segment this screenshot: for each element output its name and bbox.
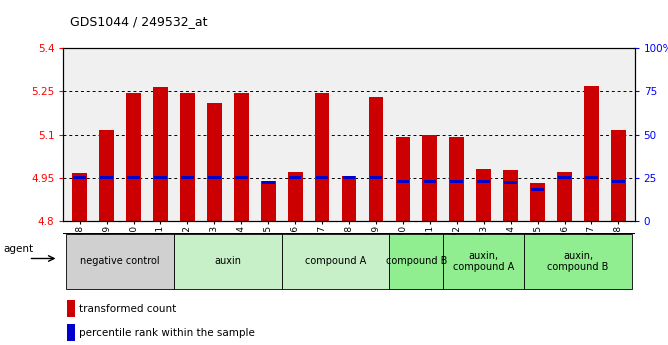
Bar bbox=[478, 180, 490, 183]
Bar bbox=[235, 176, 248, 179]
Bar bbox=[584, 86, 599, 221]
Bar bbox=[262, 181, 275, 184]
FancyBboxPatch shape bbox=[389, 234, 444, 289]
Bar bbox=[395, 137, 410, 221]
FancyBboxPatch shape bbox=[174, 234, 282, 289]
Bar bbox=[181, 176, 194, 179]
Bar bbox=[180, 93, 195, 221]
Bar bbox=[72, 173, 87, 221]
Bar bbox=[316, 176, 329, 179]
Text: negative control: negative control bbox=[80, 256, 160, 266]
Bar bbox=[424, 180, 436, 183]
Bar bbox=[450, 137, 464, 221]
Bar bbox=[234, 93, 248, 221]
Bar bbox=[476, 169, 491, 221]
Bar bbox=[315, 93, 329, 221]
Text: auxin,
compound A: auxin, compound A bbox=[453, 250, 514, 272]
Bar bbox=[207, 103, 222, 221]
Bar bbox=[558, 176, 571, 179]
Bar bbox=[422, 135, 438, 221]
Text: GDS1044 / 249532_at: GDS1044 / 249532_at bbox=[70, 14, 208, 28]
Text: percentile rank within the sample: percentile rank within the sample bbox=[79, 328, 255, 338]
Bar bbox=[67, 300, 75, 317]
Bar bbox=[450, 180, 463, 183]
Bar bbox=[611, 130, 626, 221]
Bar bbox=[531, 188, 544, 191]
Bar bbox=[397, 180, 409, 183]
Bar bbox=[100, 176, 113, 179]
FancyBboxPatch shape bbox=[66, 234, 174, 289]
Bar bbox=[503, 170, 518, 221]
Text: agent: agent bbox=[3, 244, 33, 254]
Bar bbox=[153, 87, 168, 221]
Bar bbox=[585, 176, 598, 179]
Bar bbox=[208, 176, 220, 179]
Text: compound B: compound B bbox=[385, 256, 447, 266]
FancyBboxPatch shape bbox=[444, 234, 524, 289]
Bar bbox=[73, 176, 86, 179]
Text: transformed count: transformed count bbox=[79, 304, 176, 314]
Bar bbox=[530, 184, 545, 221]
Bar bbox=[612, 180, 625, 183]
Bar bbox=[288, 172, 303, 221]
Bar bbox=[369, 97, 383, 221]
Bar bbox=[504, 181, 517, 184]
Text: auxin: auxin bbox=[214, 256, 241, 266]
Bar bbox=[369, 176, 382, 179]
Bar bbox=[99, 130, 114, 221]
Bar bbox=[343, 176, 355, 179]
Bar bbox=[154, 176, 167, 179]
FancyBboxPatch shape bbox=[282, 234, 389, 289]
Bar bbox=[127, 176, 140, 179]
Bar bbox=[261, 180, 276, 221]
Bar bbox=[557, 172, 572, 221]
Bar bbox=[126, 93, 141, 221]
Text: compound A: compound A bbox=[305, 256, 366, 266]
Text: auxin,
compound B: auxin, compound B bbox=[547, 250, 609, 272]
FancyBboxPatch shape bbox=[524, 234, 632, 289]
Bar bbox=[67, 324, 75, 341]
Bar bbox=[289, 176, 301, 179]
Bar bbox=[341, 176, 357, 221]
